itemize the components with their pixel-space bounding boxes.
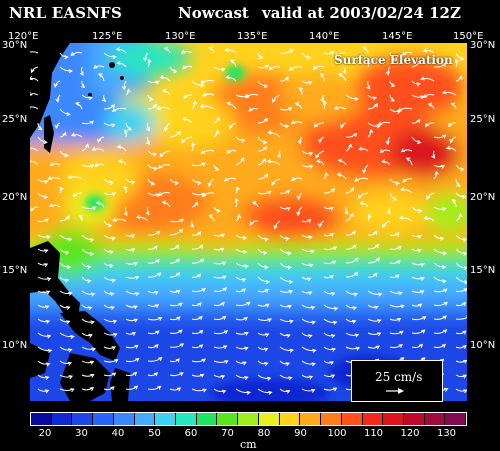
surface-elevation-map bbox=[30, 43, 467, 401]
colorbar-cell bbox=[135, 413, 156, 425]
colorbar-cell bbox=[155, 413, 176, 425]
lat-label-10n-right: 10°N bbox=[470, 340, 495, 351]
field-name-label: Surface Elevation bbox=[334, 53, 453, 67]
vector-scale-label: 25 cm/s bbox=[375, 370, 422, 384]
colorbar-cell bbox=[321, 413, 342, 425]
lon-label-130e: 130°E bbox=[165, 31, 195, 42]
colorbar-tick-label: 130 bbox=[437, 428, 456, 439]
arrow-right-icon bbox=[386, 386, 404, 396]
lon-label-135e: 135°E bbox=[237, 31, 267, 42]
colorbar-cell bbox=[445, 413, 466, 425]
colorbar-cell bbox=[31, 413, 52, 425]
colorbar-cell bbox=[72, 413, 93, 425]
colorbar-cell bbox=[52, 413, 73, 425]
colorbar-tick-label: 110 bbox=[364, 428, 383, 439]
colorbar-tick-label: 30 bbox=[75, 428, 88, 439]
vector-scale-key: 25 cm/s bbox=[351, 360, 443, 402]
colorbar-cell bbox=[383, 413, 404, 425]
colorbar-cell bbox=[197, 413, 218, 425]
colorbar-tick-label: 20 bbox=[39, 428, 52, 439]
colorbar-cell bbox=[300, 413, 321, 425]
lat-label-25n-left: 25°N bbox=[2, 114, 27, 125]
lon-label-125e: 125°E bbox=[92, 31, 122, 42]
lat-label-30n-right: 30°N bbox=[470, 40, 495, 51]
colorbar-cell bbox=[176, 413, 197, 425]
lat-label-30n-left: 30°N bbox=[2, 40, 27, 51]
colorbar-cell bbox=[342, 413, 363, 425]
lat-label-10n-left: 10°N bbox=[2, 340, 27, 351]
colorbar-cell bbox=[425, 413, 446, 425]
colorbar-cell bbox=[93, 413, 114, 425]
colorbar-tick-label: 90 bbox=[294, 428, 307, 439]
lat-label-25n-right: 25°N bbox=[470, 114, 495, 125]
map-panel bbox=[30, 43, 467, 401]
colorbar-tick-label: 50 bbox=[148, 428, 161, 439]
colorbar-tick-label: 70 bbox=[221, 428, 234, 439]
colorbar-cell bbox=[259, 413, 280, 425]
title-bar: NRL EASNFS Nowcast valid at 2003/02/24 1… bbox=[0, 4, 500, 26]
colorbar-cell bbox=[217, 413, 238, 425]
colorbar-cell bbox=[404, 413, 425, 425]
colorbar-cell bbox=[114, 413, 135, 425]
colorbar-tick-label: 120 bbox=[400, 428, 419, 439]
colorbar-units: cm bbox=[240, 438, 257, 451]
product-label: Nowcast bbox=[178, 4, 249, 22]
lat-label-20n-right: 20°N bbox=[470, 192, 495, 203]
colorbar bbox=[30, 412, 467, 426]
valid-time-label: valid at 2003/02/24 12Z bbox=[262, 4, 461, 22]
colorbar-cell bbox=[363, 413, 384, 425]
colorbar-tick-label: 100 bbox=[327, 428, 346, 439]
colorbar-tick-label: 40 bbox=[112, 428, 125, 439]
lat-label-20n-left: 20°N bbox=[2, 192, 27, 203]
lon-label-145e: 145°E bbox=[382, 31, 412, 42]
colorbar-tick-label: 60 bbox=[185, 428, 198, 439]
lat-label-15n-left: 15°N bbox=[2, 265, 27, 276]
model-name: NRL EASNFS bbox=[9, 4, 122, 22]
lat-label-15n-right: 15°N bbox=[470, 265, 495, 276]
colorbar-cell bbox=[280, 413, 301, 425]
lon-label-140e: 140°E bbox=[309, 31, 339, 42]
colorbar-tick-label: 80 bbox=[258, 428, 271, 439]
colorbar-cell bbox=[238, 413, 259, 425]
